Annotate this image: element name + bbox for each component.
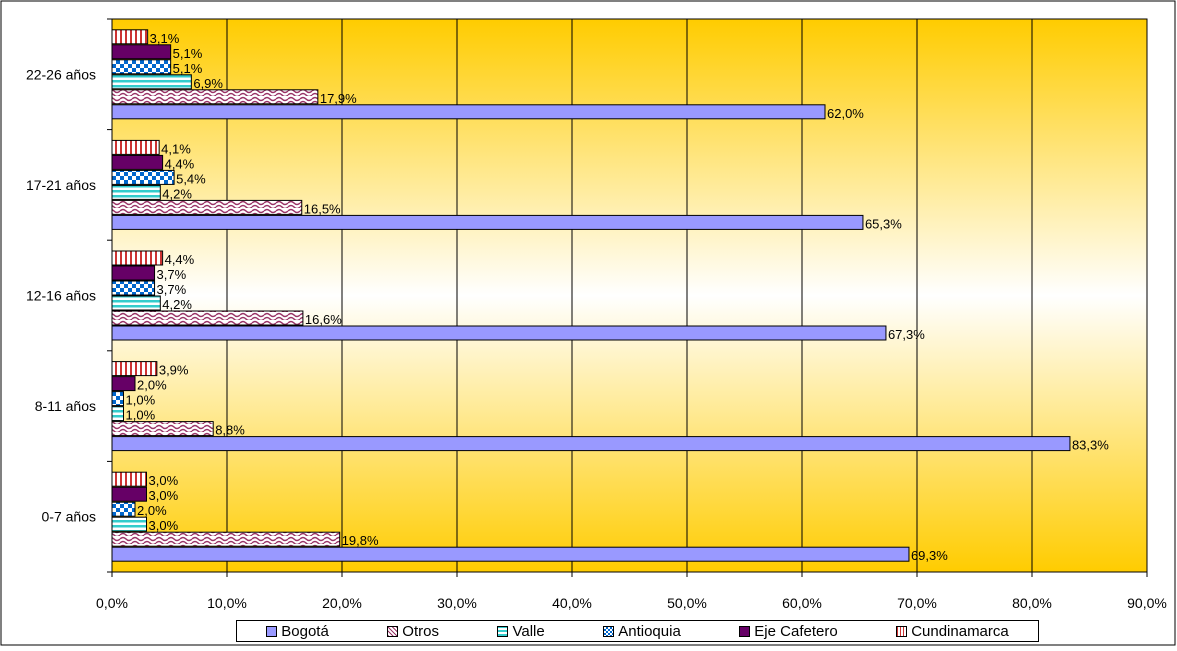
bar-eje-cafetero xyxy=(111,486,147,502)
legend-item: Cundinamarca xyxy=(896,623,1009,640)
legend: Bogotá Otros Valle Antioquia Eje Cafetero Cun… xyxy=(236,620,1039,642)
y-category-label: 17-21 años xyxy=(26,177,96,193)
bar-bogotá xyxy=(111,214,864,230)
bar-cundinamarca xyxy=(111,471,147,487)
legend-item: Bogotá xyxy=(266,623,329,640)
bar-valle xyxy=(111,74,192,90)
data-label: 3,9% xyxy=(159,363,189,378)
x-tick-label: 0,0% xyxy=(96,595,128,611)
axes: 0,0% 10,0% 20,0% 30,0% 40,0% 50,0% 60,0% 70,0% 8… xyxy=(26,18,1167,611)
bar-otros xyxy=(111,310,304,326)
data-label: 4,4% xyxy=(165,156,195,171)
data-labels: 69,3%19,8%3,0%2,0%3,0%3,0%83,3%8,8%1,0%1… xyxy=(126,31,1110,563)
x-tick-label: 90,0% xyxy=(1127,595,1167,611)
bar-cundinamarca xyxy=(111,361,158,377)
legend-item: Valle xyxy=(497,622,545,640)
data-label: 3,0% xyxy=(149,518,179,533)
data-label: 8,8% xyxy=(215,423,245,438)
bar-cundinamarca xyxy=(111,29,149,45)
legend-item: Otros xyxy=(387,623,439,640)
data-label: 3,0% xyxy=(149,473,179,488)
bar-bogotá xyxy=(111,546,910,562)
y-category-label: 0-7 años xyxy=(42,509,96,525)
y-category-label: 8-11 años xyxy=(35,398,96,414)
data-label: 3,7% xyxy=(157,267,187,282)
data-label: 4,4% xyxy=(165,252,195,267)
legend-label: Bogotá xyxy=(281,622,329,640)
bar-otros xyxy=(111,89,319,105)
x-tick-label: 50,0% xyxy=(667,595,707,611)
data-label: 1,0% xyxy=(126,408,156,423)
bar-bogotá xyxy=(111,436,1071,452)
legend-swatch xyxy=(603,625,615,637)
x-tick-label: 10,0% xyxy=(207,595,247,611)
bar-cundinamarca xyxy=(111,139,160,155)
data-label: 2,0% xyxy=(137,503,167,518)
bar-cundinamarca xyxy=(111,250,164,266)
legend-swatch xyxy=(387,625,399,637)
data-label: 65,3% xyxy=(865,216,902,231)
bar-valle xyxy=(111,184,161,200)
y-category-label: 12-16 años xyxy=(26,288,96,304)
data-label: 4,1% xyxy=(161,141,191,156)
bar-valle xyxy=(111,295,161,311)
bar-otros xyxy=(111,199,303,215)
data-label: 19,8% xyxy=(342,533,379,548)
data-label: 83,3% xyxy=(1072,438,1109,453)
x-tick-label: 20,0% xyxy=(322,595,362,611)
legend-swatch xyxy=(266,625,278,637)
bar-antioquia xyxy=(111,169,175,185)
data-label: 5,4% xyxy=(176,171,206,186)
legend-item: Antioquia xyxy=(603,623,681,640)
x-tick-label: 40,0% xyxy=(552,595,592,611)
legend-label: Valle xyxy=(512,622,545,640)
data-label: 3,7% xyxy=(157,282,187,297)
bar-antioquia xyxy=(111,280,156,296)
bar-eje-cafetero xyxy=(111,265,156,281)
bar-antioquia xyxy=(111,391,124,407)
data-label: 5,1% xyxy=(173,61,203,76)
bar-valle xyxy=(111,516,147,532)
data-label: 17,9% xyxy=(320,91,357,106)
legend-swatch xyxy=(896,625,908,637)
data-label: 4,2% xyxy=(162,186,192,201)
data-label: 16,6% xyxy=(305,312,342,327)
legend-label: Eje Cafetero xyxy=(754,622,838,640)
data-label: 6,9% xyxy=(193,76,223,91)
bar-otros xyxy=(111,421,214,437)
bar-otros xyxy=(111,531,341,547)
legend-label: Cundinamarca xyxy=(911,622,1009,640)
legend-label: Otros xyxy=(402,622,439,640)
data-label: 3,0% xyxy=(149,488,179,503)
bar-valle xyxy=(111,406,124,422)
data-label: 2,0% xyxy=(137,378,167,393)
data-label: 69,3% xyxy=(911,548,948,563)
legend-swatch xyxy=(739,625,751,637)
x-tick-label: 70,0% xyxy=(897,595,937,611)
data-label: 1,0% xyxy=(126,393,156,408)
data-label: 4,2% xyxy=(162,297,192,312)
data-label: 67,3% xyxy=(888,327,925,342)
bar-eje-cafetero xyxy=(111,376,136,392)
bar-antioquia xyxy=(111,501,136,517)
bar-bogotá xyxy=(111,325,887,341)
data-label: 62,0% xyxy=(827,106,864,121)
x-tick-label: 80,0% xyxy=(1012,595,1052,611)
data-label: 16,5% xyxy=(304,201,341,216)
bar-eje-cafetero xyxy=(111,154,164,170)
y-category-label: 22-26 años xyxy=(26,66,96,82)
legend-swatch xyxy=(497,625,509,637)
data-label: 3,1% xyxy=(150,31,180,46)
data-label: 5,1% xyxy=(173,46,203,61)
bars xyxy=(111,29,1071,562)
legend-item: Eje Cafetero xyxy=(739,622,838,640)
bar-bogotá xyxy=(111,104,826,120)
legend-label: Antioquia xyxy=(618,622,681,640)
bar-eje-cafetero xyxy=(111,44,172,60)
x-tick-label: 60,0% xyxy=(782,595,822,611)
bar-antioquia xyxy=(111,59,172,75)
x-tick-label: 30,0% xyxy=(437,595,477,611)
